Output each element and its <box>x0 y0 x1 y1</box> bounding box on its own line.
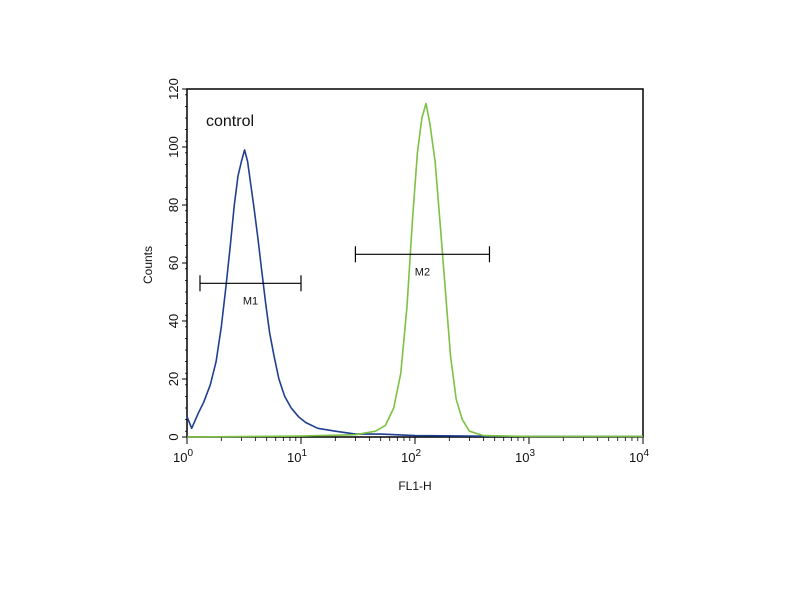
y-tick-label: 80 <box>166 198 181 212</box>
y-tick-label: 0 <box>166 433 181 440</box>
y-axis-label: Counts <box>141 246 155 284</box>
x-tick-label: 102 <box>401 448 421 465</box>
gate-label: M1 <box>243 295 258 307</box>
gate-label: M2 <box>415 266 430 278</box>
series-layer <box>186 102 643 438</box>
control-annotation: control <box>206 113 254 130</box>
y-tick-label: 20 <box>166 372 181 386</box>
x-tick-label: 103 <box>515 448 535 465</box>
y-tick-label: 60 <box>166 256 181 270</box>
histogram-series-2 <box>186 102 643 438</box>
plot-area-frame <box>186 88 644 438</box>
x-axis-label: FL1-H <box>398 479 431 493</box>
x-tick-label: 101 <box>287 448 307 465</box>
histogram-series-1 <box>186 149 643 438</box>
x-axis: 100 101 102 103 104 <box>173 437 649 465</box>
x-tick-label: 100 <box>173 448 193 465</box>
y-tick-label: 40 <box>166 314 181 328</box>
y-tick-label: 120 <box>166 78 181 100</box>
y-tick-label: 100 <box>166 136 181 158</box>
x-tick-label: 104 <box>629 448 649 465</box>
y-axis: 0 20 40 60 80 100 120 <box>166 78 187 441</box>
marker-layer: M1 M2 <box>199 246 491 307</box>
